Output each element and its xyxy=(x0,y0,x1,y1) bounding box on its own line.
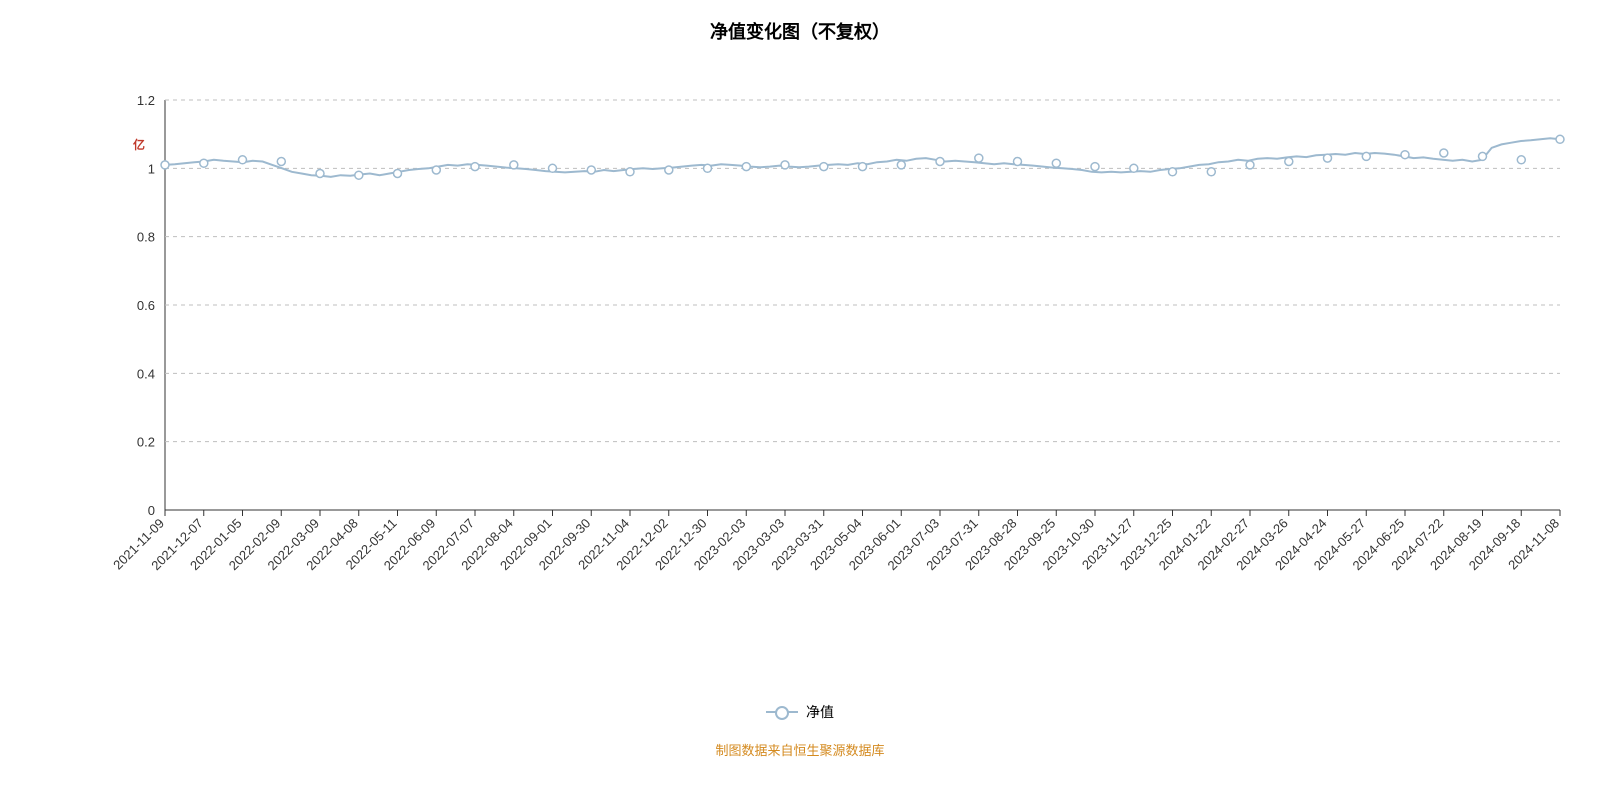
svg-text:0.6: 0.6 xyxy=(137,298,155,313)
legend-marker-icon xyxy=(775,706,789,720)
legend-label: 净值 xyxy=(806,702,834,722)
nav-chart: 净值变化图（不复权） 亿 00.20.40.60.811.22021-11-09… xyxy=(0,0,1600,800)
svg-text:1.2: 1.2 xyxy=(137,93,155,108)
chart-footer: 制图数据来自恒生聚源数据库 xyxy=(0,740,1600,759)
svg-text:0.2: 0.2 xyxy=(137,435,155,450)
svg-text:0.4: 0.4 xyxy=(137,366,155,381)
legend: 净值 xyxy=(0,700,1600,722)
svg-text:0.8: 0.8 xyxy=(137,230,155,245)
legend-line-icon xyxy=(766,711,798,713)
plot-svg: 00.20.40.60.811.22021-11-092021-12-07202… xyxy=(0,0,1600,800)
legend-item-nav: 净值 xyxy=(766,702,834,722)
svg-text:1: 1 xyxy=(148,161,155,176)
svg-text:0: 0 xyxy=(148,503,155,518)
